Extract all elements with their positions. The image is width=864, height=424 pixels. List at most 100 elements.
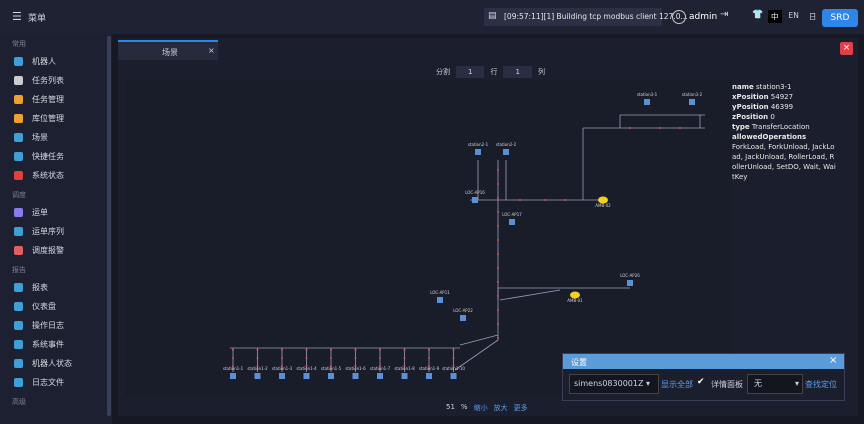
location [644, 99, 650, 105]
path-node [281, 349, 283, 351]
path-node [330, 357, 332, 359]
language[interactable]: 日 [808, 12, 817, 21]
zoom-unit: % [460, 403, 468, 411]
menu-icon [14, 321, 23, 330]
menu-item[interactable]: 操作日志 [0, 316, 112, 335]
path-node [452, 357, 455, 359]
path-line [454, 339, 499, 371]
menu-item[interactable]: 机器人状态 [0, 354, 112, 373]
station-label: station1-7 [370, 366, 391, 371]
cols-input[interactable]: 1 [503, 66, 532, 78]
filter-value: 无 [754, 379, 762, 388]
menu-icon[interactable]: ☰ [12, 10, 22, 23]
detail-key: allowedOperations [732, 133, 807, 141]
menu-icon [14, 359, 23, 368]
robot-select[interactable]: simens0830001Z ▾ [569, 374, 659, 394]
menu-item[interactable]: 系统事件 [0, 335, 112, 354]
station-label: station1-1 [223, 366, 244, 371]
menu-item[interactable]: 快捷任务 [0, 147, 112, 166]
menu-icon [14, 57, 23, 66]
menu-item[interactable]: 日志文件 [0, 373, 112, 392]
path-node [497, 337, 499, 339]
checkbox[interactable]: ✔ [697, 377, 705, 387]
path-node [497, 169, 499, 171]
path-node [452, 365, 455, 367]
filter-select[interactable]: 无 ▾ [747, 374, 803, 394]
path-node [232, 357, 234, 359]
menu-item[interactable]: 场景 [0, 128, 112, 147]
menu-icon [14, 208, 23, 217]
language[interactable]: 中 [768, 10, 782, 23]
logout-icon[interactable]: ⇥ [720, 9, 729, 20]
path-node [497, 239, 499, 241]
menu-label[interactable]: 菜单 [28, 14, 47, 24]
path-node [403, 349, 406, 351]
menu-item[interactable]: 任务列表 [0, 71, 112, 90]
station [328, 373, 334, 379]
user-icon[interactable] [672, 10, 686, 24]
menu-item[interactable]: 仪表盘 [0, 297, 112, 316]
brand-button[interactable]: SRD [822, 9, 858, 27]
location-label: station3-2 [682, 92, 703, 97]
path-node [379, 349, 381, 351]
path-node [354, 365, 357, 367]
map[interactable]: station1-1 station1-2 station1-3 station1-4… [125, 80, 732, 396]
close-button[interactable]: × [840, 42, 853, 55]
zoom-out[interactable]: 缩小 [473, 404, 488, 412]
menu-label: 快捷任务 [32, 152, 64, 161]
menu-item[interactable]: 任务管理 [0, 90, 112, 109]
station [401, 373, 408, 379]
settings-close[interactable]: × [829, 355, 838, 366]
robot [598, 196, 608, 204]
detail-value: 54927 [770, 93, 794, 101]
menu-item[interactable]: 机器人 [0, 52, 112, 71]
menu-label: 日志文件 [32, 378, 64, 387]
rows-input[interactable]: 1 [456, 66, 485, 78]
path-node [256, 365, 259, 367]
menu-item[interactable]: 运单序列 [0, 222, 112, 241]
station [279, 373, 285, 379]
station-label: station1-6 [345, 366, 366, 371]
menu-item[interactable]: 系统状态 [0, 166, 112, 185]
station [254, 373, 261, 379]
station-label: station1-3 [272, 366, 293, 371]
path-node [497, 281, 499, 283]
station [230, 373, 236, 379]
menu-item[interactable]: 调度报警 [0, 241, 112, 260]
location-label: LOC-AP16 [465, 190, 485, 195]
location-label: station3-1 [637, 92, 658, 97]
path-node [305, 357, 308, 359]
detail-key: yPosition [732, 103, 769, 111]
detail-value: TransferLocation [751, 123, 810, 131]
menu-item[interactable]: 运单 [0, 203, 112, 222]
path-node [564, 199, 566, 201]
menu-icon [14, 171, 23, 180]
language[interactable]: EN [788, 11, 799, 20]
main-panel: 场景 × × 分割 1 行 1 列 station1-1 station1-2 st… [118, 38, 858, 416]
zoom-value: 51 [446, 403, 455, 411]
menu-icon [14, 133, 23, 142]
zoom-in[interactable]: 放大 [493, 404, 508, 412]
log-box[interactable]: ▤ [09:57:11][1] Building tcp modbus clie… [484, 8, 688, 26]
show-all[interactable]: 显示全部 [661, 380, 693, 389]
menu-label: 报表 [32, 283, 48, 292]
tab-close[interactable]: × [208, 46, 215, 55]
more[interactable]: 更多 [513, 404, 528, 412]
user-name[interactable]: admin [689, 12, 718, 22]
path-node [428, 365, 430, 367]
theme-icon[interactable]: 👕 [752, 10, 764, 20]
detail-row: type TransferLocation [732, 122, 838, 132]
menu-item[interactable]: 库位管理 [0, 109, 112, 128]
station-label: station1-10 [442, 366, 465, 371]
station-label: station1-2 [247, 366, 268, 371]
menu-item[interactable]: 报表 [0, 278, 112, 297]
locate[interactable]: 查找定位 [805, 380, 837, 389]
menu-label: 任务管理 [32, 95, 64, 104]
path-node [428, 357, 430, 359]
log-icon: ▤ [488, 11, 497, 21]
menu-label: 机器人状态 [32, 359, 72, 368]
tab[interactable]: 场景 × [118, 40, 218, 60]
path-node [679, 127, 681, 129]
path-node [403, 365, 406, 367]
split-label: 分割 [436, 68, 450, 76]
